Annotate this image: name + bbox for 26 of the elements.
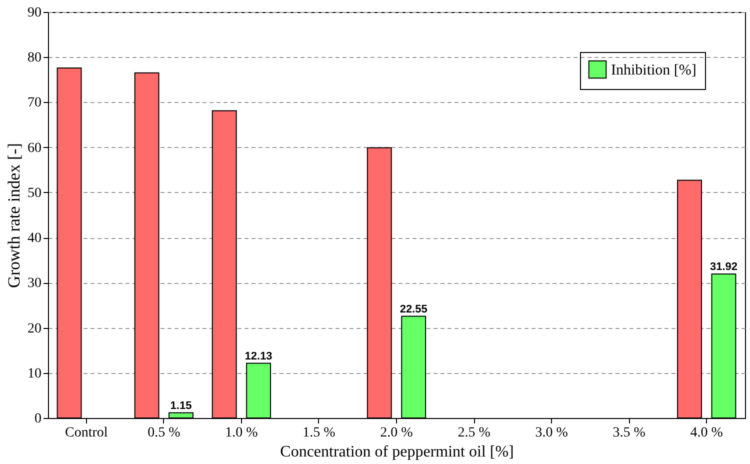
x-tick-label: 0.5 % bbox=[148, 426, 181, 440]
data-label: 22.55 bbox=[400, 303, 428, 316]
y-tick-label: 70 bbox=[28, 96, 42, 111]
legend-label: Inhibition [%] bbox=[611, 62, 696, 78]
y-tick-label: 30 bbox=[28, 276, 42, 292]
y-tick-label: 80 bbox=[28, 50, 42, 66]
x-tick-label: 3.5 % bbox=[612, 426, 646, 440]
y-tick-label: 60 bbox=[28, 140, 42, 156]
x-tick-label: 1.0 % bbox=[225, 426, 258, 440]
data-label: 12.13 bbox=[244, 350, 272, 362]
y-tick-label: 0 bbox=[34, 412, 42, 426]
x-tick-label: 4.0 % bbox=[690, 426, 724, 440]
x-tick-label: 3.0 % bbox=[535, 426, 568, 440]
y-tick-label: 90 bbox=[28, 6, 42, 20]
data-label: 1.15 bbox=[170, 400, 192, 412]
y-axis-title: Growth rate index [-] bbox=[4, 143, 24, 288]
y-tick-label: 10 bbox=[28, 366, 42, 382]
y-tick-label: 20 bbox=[28, 321, 42, 336]
x-tick-label: Control bbox=[64, 426, 108, 440]
y-tick-label: 50 bbox=[28, 186, 42, 201]
x-tick-label: 1.5 % bbox=[302, 426, 336, 440]
x-tick-label: 2.5 % bbox=[458, 426, 491, 440]
data-label: 31.92 bbox=[710, 261, 738, 274]
y-tick-label: 40 bbox=[28, 231, 42, 246]
x-tick-label: 2.0 % bbox=[380, 426, 414, 440]
x-axis-title: Concentration of peppermint oil [%] bbox=[280, 444, 514, 460]
